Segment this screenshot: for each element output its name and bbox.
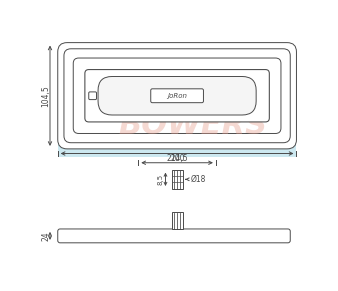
Text: Ø18: Ø18 <box>190 175 206 184</box>
Text: JoRon: JoRon <box>167 93 187 99</box>
FancyBboxPatch shape <box>58 42 296 149</box>
FancyBboxPatch shape <box>58 229 290 243</box>
Text: 224,5: 224,5 <box>166 155 188 163</box>
Text: BOWERS: BOWERS <box>118 111 267 140</box>
FancyBboxPatch shape <box>98 77 256 115</box>
Text: 100: 100 <box>170 155 184 163</box>
FancyBboxPatch shape <box>151 89 203 103</box>
Bar <box>172 212 183 229</box>
Text: 104,5: 104,5 <box>42 85 51 107</box>
Bar <box>172 170 183 189</box>
Text: 8,5: 8,5 <box>157 174 163 185</box>
Bar <box>58 134 296 157</box>
FancyBboxPatch shape <box>85 70 269 122</box>
Text: 24: 24 <box>42 231 51 241</box>
FancyBboxPatch shape <box>89 92 97 100</box>
